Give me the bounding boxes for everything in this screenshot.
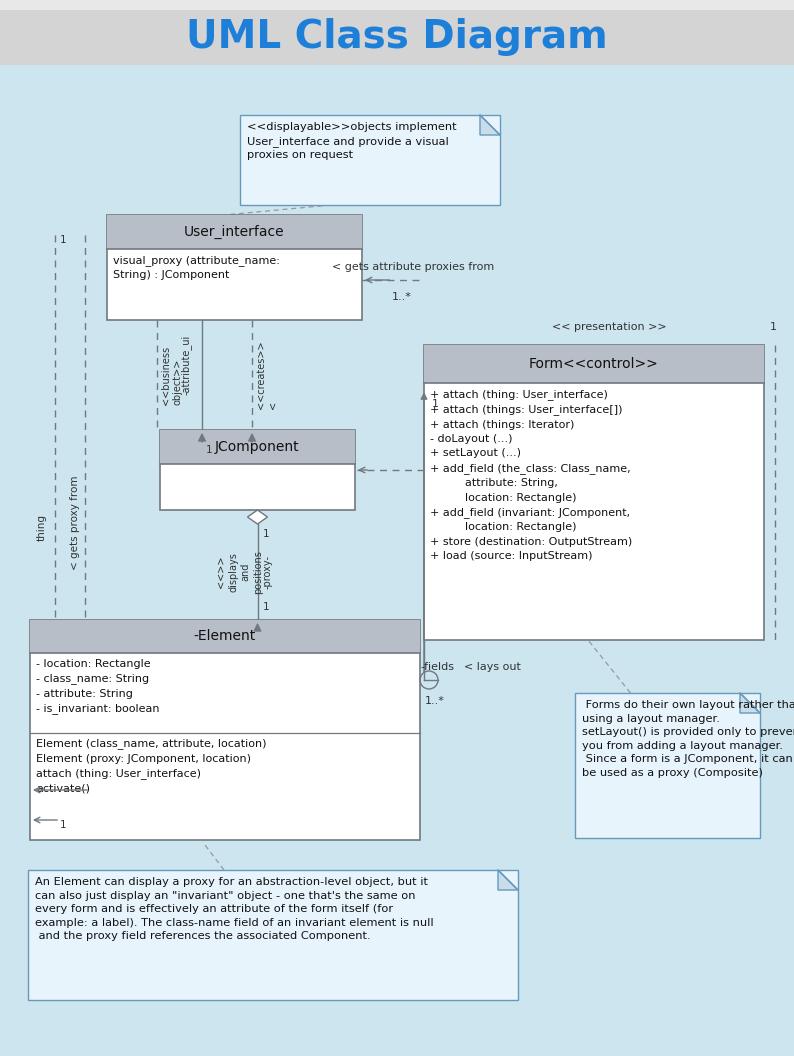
Polygon shape: [248, 510, 268, 524]
Text: UML Class Diagram: UML Class Diagram: [186, 19, 608, 57]
Text: <<creates>>
<: <<creates>> <: [256, 341, 278, 410]
Bar: [28, 870, 518, 1000]
Text: -attribute_ui: -attribute_ui: [181, 335, 192, 395]
Text: -fields: -fields: [420, 662, 454, 672]
Text: 1: 1: [206, 445, 213, 455]
Bar: [30, 620, 420, 840]
Bar: [575, 693, 760, 838]
Bar: [30, 620, 420, 653]
Text: < lays out: < lays out: [464, 662, 521, 672]
Text: < gets proxy from: < gets proxy from: [70, 475, 80, 570]
Bar: [0, 0, 794, 65]
Bar: [160, 430, 355, 464]
Text: <<displayable>>objects implement
User_interface and provide a visual
proxies on : <<displayable>>objects implement User_in…: [247, 122, 457, 161]
Text: 1: 1: [432, 399, 439, 410]
Text: <<>>
displays
and
positions: <<>> displays and positions: [216, 550, 263, 593]
Bar: [424, 345, 764, 640]
Text: + attach (thing: User_interface)
+ attach (things: User_interface[])
+ attach (t: + attach (thing: User_interface) + attac…: [430, 389, 632, 561]
Text: -proxy-: -proxy-: [263, 555, 272, 589]
Text: Form<<control>>: Form<<control>>: [529, 357, 659, 371]
Text: 1: 1: [60, 235, 67, 245]
Text: Element (class_name, attribute, location)
Element (proxy: JComponent, location)
: Element (class_name, attribute, location…: [36, 738, 267, 793]
Text: Forms do their own layout rather than
using a layout manager.
setLayout() is pro: Forms do their own layout rather than us…: [582, 700, 794, 778]
Bar: [160, 430, 355, 510]
Text: An Element can display a proxy for an abstraction-level object, but it
can also : An Element can display a proxy for an ab…: [35, 876, 434, 941]
Text: < gets attribute proxies from: < gets attribute proxies from: [332, 262, 494, 272]
Polygon shape: [480, 115, 500, 135]
Text: visual_proxy (attribute_name:
String) : JComponent: visual_proxy (attribute_name: String) : …: [113, 254, 279, 280]
Text: 1: 1: [263, 602, 269, 612]
Bar: [0, 0, 794, 10]
Bar: [424, 345, 764, 383]
Polygon shape: [740, 693, 760, 713]
Text: User_interface: User_interface: [184, 225, 285, 239]
Text: 1..*: 1..*: [425, 696, 445, 706]
Text: 1..*: 1..*: [392, 293, 412, 302]
Text: <<business
object>>: <<business object>>: [161, 345, 183, 404]
Text: - location: Rectangle
- class_name: String
- attribute: String
- is_invariant: b: - location: Rectangle - class_name: Stri…: [36, 659, 160, 714]
Bar: [107, 215, 362, 249]
Text: JComponent: JComponent: [215, 440, 300, 454]
Text: 1: 1: [263, 529, 269, 539]
Text: thing: thing: [37, 514, 47, 541]
Text: 1: 1: [60, 821, 67, 830]
Text: << presentation >>: << presentation >>: [552, 322, 666, 332]
Bar: [240, 115, 500, 205]
Polygon shape: [498, 870, 518, 890]
Text: -Element: -Element: [194, 629, 256, 643]
Text: 1: 1: [770, 322, 777, 332]
Bar: [107, 215, 362, 320]
